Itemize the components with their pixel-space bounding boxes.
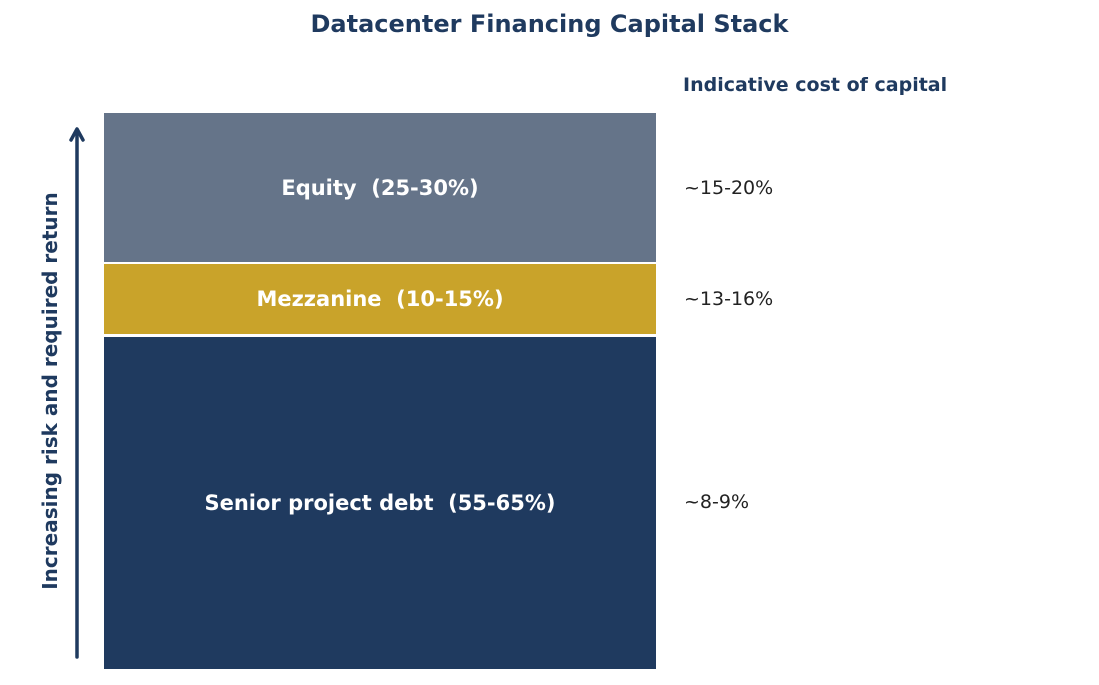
cost-of-capital-header: Indicative cost of capital: [683, 74, 948, 96]
equity-layer-label: Equity (25-30%): [281, 175, 479, 200]
mezzanine-cost: ~13-16%: [684, 288, 774, 310]
mezzanine-layer-label: Mezzanine (10-15%): [256, 287, 504, 311]
page-title: Datacenter Financing Capital Stack: [310, 10, 789, 38]
senior-debt-cost: ~8-9%: [684, 491, 750, 513]
equity-cost: ~15-20%: [684, 177, 774, 199]
equity-layer: Equity (25-30%): [104, 113, 656, 262]
capital-stack: Equity (25-30%) Mezzanine (10-15%) Senio…: [104, 113, 656, 669]
up-arrow-icon: [69, 127, 85, 659]
risk-axis-label: Increasing risk and required return: [38, 192, 62, 590]
senior-debt-layer: Senior project debt (55-65%): [104, 337, 656, 669]
senior-debt-layer-label: Senior project debt (55-65%): [204, 491, 556, 515]
mezzanine-layer: Mezzanine (10-15%): [104, 264, 656, 334]
